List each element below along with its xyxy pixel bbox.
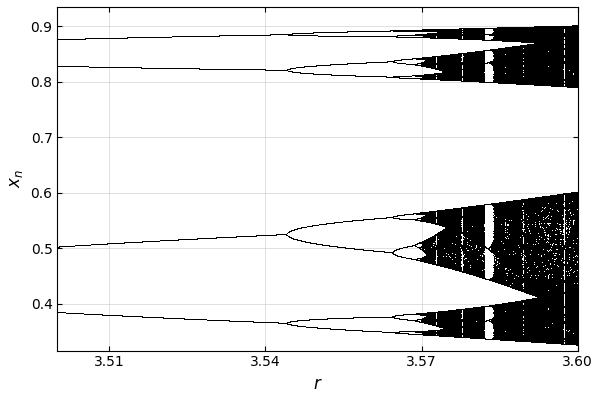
X-axis label: $r$: $r$	[313, 375, 322, 393]
Y-axis label: $x_n$: $x_n$	[7, 169, 25, 188]
